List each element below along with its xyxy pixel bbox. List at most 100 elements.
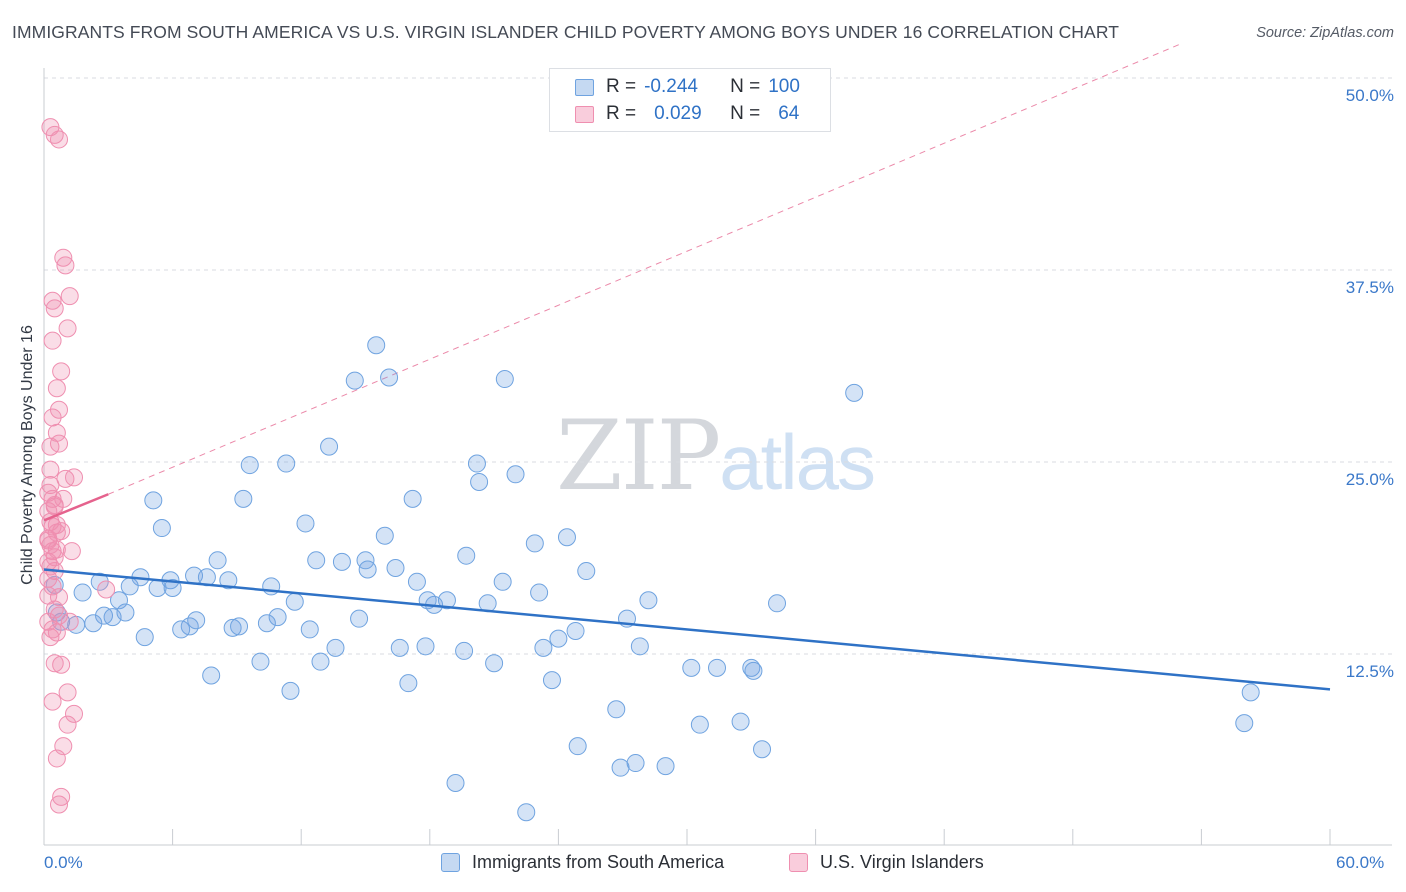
y-tick-label: 25.0% [1345,470,1394,489]
point-south-america [682,658,701,677]
point-south-america [163,578,182,597]
y-tick-label: 50.0% [1345,86,1394,105]
bottom-legend-swatch-blue [441,853,460,872]
point-virgin-islanders [47,379,66,398]
point-south-america [367,336,386,355]
point-south-america [656,757,675,776]
point-south-america [744,661,763,680]
point-south-america [350,609,369,628]
point-south-america [557,528,576,547]
point-south-america [495,370,514,389]
point-south-america [144,491,163,510]
y-axis-label: Child Poverty Among Boys Under 16 [19,325,36,585]
point-south-america [332,552,351,571]
point-south-america [845,383,864,402]
point-virgin-islanders [39,531,58,550]
point-south-america [742,658,761,677]
point-south-america [534,638,553,657]
point-south-america [457,546,476,565]
point-south-america [630,637,649,656]
point-south-america [399,674,418,693]
point-south-america [208,551,227,570]
point-virgin-islanders [58,715,77,734]
point-south-america [639,591,658,610]
legend-swatch-pink [575,105,594,123]
point-south-america [1241,683,1260,702]
point-virgin-islanders [43,291,62,310]
point-south-america [202,666,221,685]
point-virgin-islanders [50,588,69,607]
point-south-america [326,638,345,657]
point-south-america [566,621,585,640]
trendline-south-america [43,568,1331,691]
point-virgin-islanders [41,628,60,647]
point-south-america [375,526,394,545]
point-south-america [416,637,435,656]
point-virgin-islanders [54,248,73,267]
point-south-america [296,514,315,533]
point-virgin-islanders [97,580,116,599]
point-south-america [485,654,504,673]
point-south-america [251,652,270,671]
point-south-america [437,591,456,610]
point-south-america [386,558,405,577]
bottom-legend-label: Immigrants from South America [472,852,725,872]
point-south-america [611,758,630,777]
point-virgin-islanders [65,704,84,723]
point-south-america [152,519,171,538]
chart-title: IMMIGRANTS FROM SOUTH AMERICA VS U.S. VI… [12,22,1120,42]
point-south-america [446,774,465,793]
legend-n-value: 64 [778,103,800,124]
point-south-america [285,592,304,611]
y-tick-label: 12.5% [1345,662,1394,681]
legend-row-south-america: R = -0.244 N = 100 [550,75,800,99]
point-virgin-islanders [47,623,66,642]
legend-r-label: R = [606,76,637,97]
point-south-america [257,614,276,633]
point-virgin-islanders [52,655,71,674]
point-south-america [607,700,626,719]
point-south-america [116,603,135,622]
watermark-zip: ZIP [556,400,721,512]
point-south-america [542,671,561,690]
legend-swatch-blue [575,78,594,96]
point-south-america [455,641,474,660]
point-south-america [345,371,364,390]
point-virgin-islanders [43,408,62,427]
point-south-america [223,618,242,637]
point-virgin-islanders [58,683,77,702]
point-virgin-islanders [52,362,71,381]
point-virgin-islanders [45,496,64,515]
point-virgin-islanders [50,400,69,419]
point-south-america [358,560,377,579]
point-virgin-islanders [41,460,60,479]
point-south-america [568,737,587,756]
point-south-america [390,638,409,657]
point-south-america [230,617,249,636]
bottom-legend-swatch-pink [789,853,808,872]
bottom-legend-south-america: Immigrants from South America [441,852,724,873]
trendline-virgin-islanders-extended [108,43,1181,495]
source-credit: Source: ZipAtlas.com [1256,25,1394,41]
point-south-america [234,489,253,508]
point-south-america [690,715,709,734]
point-virgin-islanders [58,319,77,338]
point-south-america [768,594,787,613]
point-south-america [1235,714,1254,733]
point-virgin-islanders [56,256,75,275]
point-south-america [380,368,399,387]
point-south-america [268,608,287,627]
point-south-america [549,629,568,648]
point-virgin-islanders [43,577,62,596]
point-south-america [281,681,300,700]
legend-r-value: 0.029 [654,103,702,124]
watermark: ZIPatlas [556,400,876,512]
point-south-america [90,572,109,591]
point-south-america [708,658,727,677]
point-virgin-islanders [50,130,69,149]
legend-n-label: N = [730,103,761,124]
point-south-america [753,740,772,759]
point-south-america [73,583,92,602]
point-virgin-islanders [60,287,79,306]
